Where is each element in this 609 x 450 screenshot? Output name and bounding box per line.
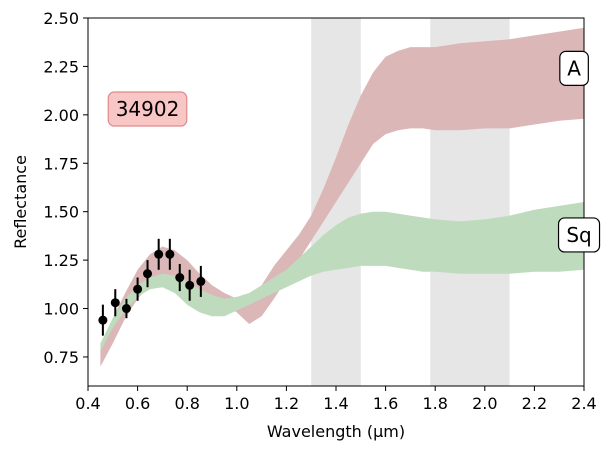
annotation-label: A <box>567 56 581 80</box>
y-tick-label: 2.25 <box>43 57 79 76</box>
y-tick-label: 2.50 <box>43 9 79 28</box>
band-sq <box>100 202 585 352</box>
x-tick-label: 1.0 <box>224 394 249 413</box>
annotation-box <box>557 217 601 253</box>
data-point <box>133 284 143 294</box>
y-tick-label: 1.00 <box>43 300 79 319</box>
y-axis-ticks: 0.75 1.00 1.25 1.50 1.75 2.00 2.25 2.50 <box>43 9 88 367</box>
data-point <box>175 273 185 283</box>
data-point <box>143 269 153 279</box>
annotation-box <box>559 50 589 86</box>
measured-points <box>98 238 206 336</box>
y-tick-label: 1.50 <box>43 203 79 222</box>
annotation-label: 34902 <box>116 97 180 121</box>
x-tick-label: 1.8 <box>422 394 447 413</box>
y-tick-label: 1.25 <box>43 251 79 270</box>
data-point <box>196 276 206 286</box>
x-tick-label: 1.2 <box>274 394 299 413</box>
data-point <box>98 315 108 325</box>
data-point <box>165 249 175 259</box>
x-tick-label: 0.4 <box>75 394 100 413</box>
annotation-sq: Sq <box>557 217 601 253</box>
x-tick-label: 1.6 <box>373 394 398 413</box>
y-axis-label: Reflectance <box>11 155 30 249</box>
annotation-label: Sq <box>566 223 591 247</box>
spectral-bands <box>100 27 585 367</box>
band-a <box>100 27 585 367</box>
x-tick-label: 2.2 <box>522 394 547 413</box>
annotation-34902: 34902 <box>107 91 188 127</box>
x-tick-label: 0.8 <box>174 394 199 413</box>
x-tick-label: 1.4 <box>323 394 348 413</box>
x-tick-label: 2.0 <box>472 394 497 413</box>
y-tick-label: 1.75 <box>43 154 79 173</box>
data-point <box>185 280 195 290</box>
data-point <box>154 249 164 259</box>
x-axis-label: Wavelength (µm) <box>267 422 405 441</box>
y-tick-label: 2.00 <box>43 106 79 125</box>
data-point <box>121 304 131 314</box>
data-point <box>110 298 120 308</box>
x-axis-ticks: 0.4 0.6 0.8 1.0 1.2 1.4 1.6 1.8 2.0 2.2 2.4 <box>75 386 597 413</box>
y-tick-label: 0.75 <box>43 348 79 367</box>
x-tick-label: 0.6 <box>125 394 150 413</box>
annotation-a: A <box>559 50 589 86</box>
x-tick-label: 2.4 <box>571 394 596 413</box>
annotations: 34902 A Sq <box>107 50 601 253</box>
annotation-box <box>107 91 188 127</box>
